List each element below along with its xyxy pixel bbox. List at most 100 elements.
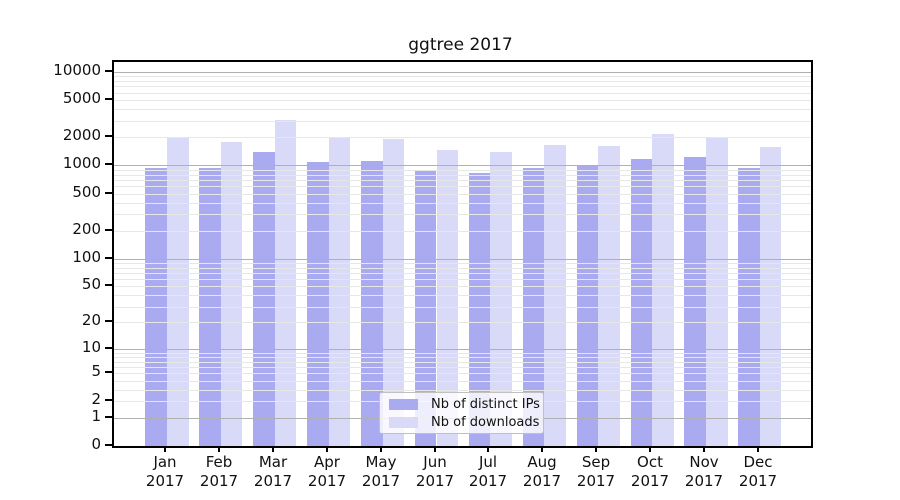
gridline — [114, 86, 811, 87]
gridline — [114, 367, 811, 368]
gridline — [114, 81, 811, 82]
y-tick-label: 1 — [91, 407, 101, 425]
bar-downloads-jun — [436, 149, 459, 446]
x-axis-tick — [649, 446, 651, 452]
x-axis-tick — [595, 446, 597, 452]
y-axis-tick — [105, 257, 112, 259]
bar-distinct-ips-mar — [253, 151, 275, 446]
bar-distinct-ips-jul — [468, 173, 491, 446]
bar-downloads-may — [382, 139, 405, 446]
gridline — [114, 263, 811, 264]
plot-area — [112, 60, 813, 448]
gridline — [114, 353, 811, 354]
gridline — [114, 390, 811, 391]
y-axis-tick — [105, 444, 112, 446]
x-tick-label: Aug 2017 — [522, 453, 562, 490]
gridline — [114, 194, 811, 195]
legend-item-downloads: Nb of downloads — [386, 414, 540, 430]
y-tick-label: 500 — [72, 183, 101, 201]
y-tick-label: 1000 — [62, 154, 101, 172]
x-tick-label: Jan 2017 — [145, 453, 185, 490]
gridline — [114, 100, 811, 101]
gridline — [114, 349, 811, 350]
bar-distinct-ips-aug — [522, 167, 545, 446]
gridline — [114, 137, 811, 138]
x-tick-label: Sep 2017 — [576, 453, 616, 490]
y-axis-tick — [105, 229, 112, 231]
y-tick-label: 0 — [91, 435, 101, 453]
y-tick-label: 2 — [91, 390, 101, 408]
y-axis-tick — [105, 347, 112, 349]
y-tick-label: 200 — [72, 220, 101, 238]
gridline — [114, 203, 811, 204]
gridline — [114, 93, 811, 94]
bar-distinct-ips-sep — [576, 165, 599, 446]
x-axis-tick — [164, 446, 166, 452]
x-axis-tick — [326, 446, 328, 452]
x-tick-label: Jul 2017 — [468, 453, 508, 490]
bar-distinct-ips-apr — [307, 161, 329, 446]
y-axis-tick — [105, 98, 112, 100]
y-axis-tick — [105, 163, 112, 165]
bar-distinct-ips-may — [361, 160, 383, 446]
x-axis-tick — [703, 446, 705, 452]
gridline — [114, 295, 811, 296]
bar-distinct-ips-oct — [630, 159, 653, 446]
y-axis-tick — [105, 320, 112, 322]
x-axis-tick — [218, 446, 220, 452]
gridline — [114, 273, 811, 274]
gridline — [114, 214, 811, 215]
gridline — [114, 165, 811, 166]
x-tick-label: Mar 2017 — [253, 453, 293, 490]
y-tick-label: 5000 — [62, 89, 101, 107]
legend-label: Nb of downloads — [431, 414, 540, 430]
x-axis-tick — [434, 446, 436, 452]
y-tick-label: 20 — [81, 311, 101, 329]
y-tick-label: 5 — [91, 362, 101, 380]
x-tick-label: Nov 2017 — [684, 453, 724, 490]
x-tick-label: Dec 2017 — [738, 453, 778, 490]
bar-downloads-mar — [274, 120, 297, 446]
legend: Nb of distinct IPs Nb of downloads — [379, 392, 544, 434]
y-tick-label: 10 — [81, 338, 101, 356]
bar-downloads-oct — [652, 134, 674, 446]
y-tick-label: 2000 — [62, 126, 101, 144]
gridline — [114, 121, 811, 122]
legend-swatch — [389, 398, 418, 410]
gridline — [114, 259, 811, 260]
gridline — [114, 322, 811, 323]
bar-distinct-ips-dec — [738, 167, 760, 446]
bar-downloads-jul — [490, 151, 512, 446]
gridline — [114, 268, 811, 269]
chart-title: ggtree 2017 — [408, 35, 513, 55]
x-axis-tick — [541, 446, 543, 452]
bar-downloads-feb — [220, 141, 243, 446]
y-axis-tick — [105, 371, 112, 373]
gridline — [114, 362, 811, 363]
gridline — [114, 175, 811, 176]
x-axis-tick — [757, 446, 759, 452]
gridline — [114, 72, 811, 73]
x-tick-label: Apr 2017 — [307, 453, 347, 490]
bar-distinct-ips-feb — [199, 167, 221, 446]
gridline — [114, 231, 811, 232]
bar-downloads-jan — [167, 138, 189, 446]
legend-item-distinct-ips: Nb of distinct IPs — [386, 397, 540, 412]
gridline — [114, 381, 811, 382]
x-tick-label: May 2017 — [361, 453, 401, 490]
x-tick-label: Oct 2017 — [630, 453, 670, 490]
bar-downloads-dec — [759, 146, 782, 446]
y-axis-tick — [105, 416, 112, 418]
x-tick-label: Feb 2017 — [199, 453, 239, 490]
y-tick-label: 100 — [72, 248, 101, 266]
x-tick-label: Jun 2017 — [415, 453, 455, 490]
gridline — [114, 170, 811, 171]
gridline — [114, 307, 811, 308]
gridline — [114, 109, 811, 110]
y-axis-tick — [105, 70, 112, 72]
x-axis-tick — [487, 446, 489, 452]
y-axis-tick — [105, 399, 112, 401]
gridline — [114, 186, 811, 187]
y-axis-tick — [105, 192, 112, 194]
